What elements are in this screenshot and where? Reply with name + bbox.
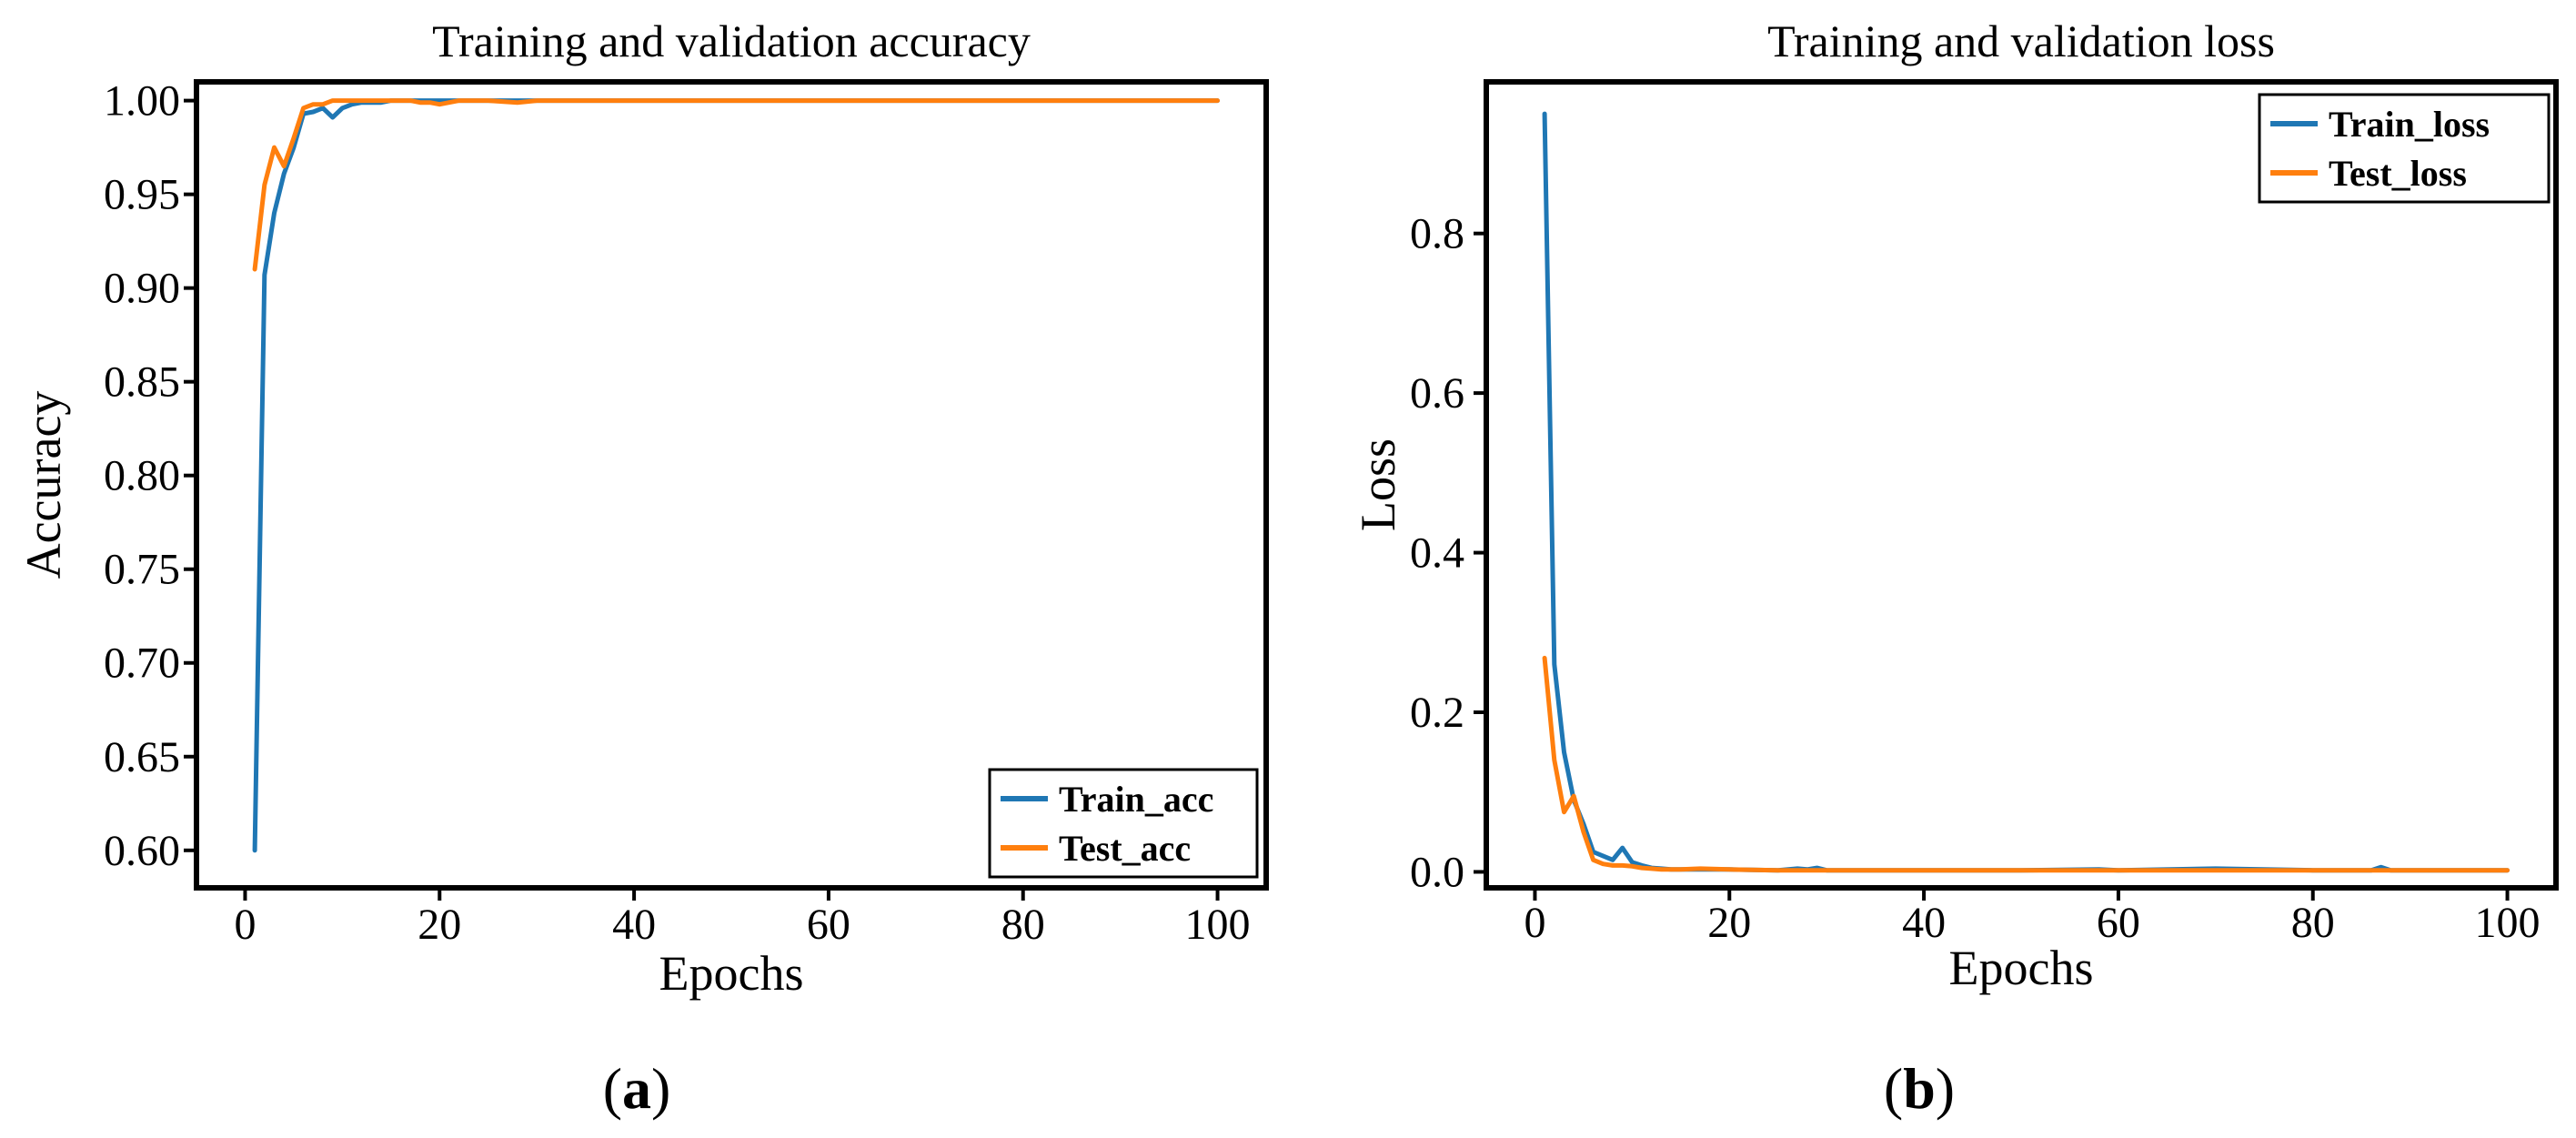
y-tick-label: 0.4 (1410, 529, 1464, 578)
y-tick-label: 0.6 (1410, 369, 1464, 418)
y-tick-label: 1.00 (104, 77, 180, 126)
y-tick-label: 0.95 (104, 171, 180, 219)
x-axis-label: Epochs (659, 946, 804, 1001)
legend-box (988, 768, 1259, 879)
x-tick-label: 0 (1524, 899, 1545, 947)
panel-label: (b) (1884, 1056, 1955, 1121)
plot-frame (1484, 79, 2559, 891)
y-axis-label: Loss (1351, 438, 1405, 531)
chart-title: Training and validation accuracy (432, 15, 1031, 66)
x-tick-label: 20 (418, 901, 461, 949)
x-tick-label: 80 (2291, 899, 2335, 947)
y-axis-label: Accuracy (16, 391, 71, 579)
y-tick-label: 0.60 (104, 827, 180, 875)
panel-label: (a) (603, 1056, 671, 1121)
panel-label-close: ) (1936, 1056, 1955, 1121)
y-tick-label: 0.0 (1410, 848, 1464, 896)
x-tick-label: 20 (1707, 899, 1751, 947)
y-tick-label: 0.8 (1410, 210, 1464, 258)
series-group (1542, 111, 2510, 873)
series-line-test-loss (1542, 655, 2510, 873)
series-group (252, 98, 1220, 853)
plot-frame (194, 79, 1269, 891)
legend-label: Test_acc (1059, 828, 1191, 869)
x-tick-label: 100 (1185, 901, 1251, 949)
legend-label: Train_acc (1059, 779, 1213, 820)
legend-label: Test_loss (2329, 153, 2467, 194)
y-tick-label: 0.90 (104, 265, 180, 313)
legend: Train_acc Test_acc (988, 768, 1259, 879)
y-tick-label: 0.80 (104, 452, 180, 500)
y-tick-label: 0.70 (104, 639, 180, 688)
x-tick-label: 40 (1902, 899, 1946, 947)
panel-label-letter: a (622, 1056, 651, 1121)
x-tick-label: 100 (2475, 899, 2541, 947)
chart-title: Training and validation loss (1767, 15, 2275, 66)
y-tick-label: 0.85 (104, 358, 180, 407)
accuracy-chart: Training and validation accuracy 0 20 40 60 8… (16, 15, 1269, 1121)
legend-box (2258, 93, 2551, 204)
panel-label-open: ( (1884, 1056, 1903, 1121)
x-axis-label: Epochs (1949, 941, 2094, 995)
x-tick-label: 80 (1001, 901, 1045, 949)
x-tick-label: 60 (807, 901, 850, 949)
legend-label: Train_loss (2329, 104, 2490, 145)
panel-label-open: ( (603, 1056, 622, 1121)
panel-label-close: ) (651, 1056, 670, 1121)
y-tick-label: 0.2 (1410, 689, 1464, 737)
x-tick-label: 40 (612, 901, 656, 949)
series-line-test-acc (252, 98, 1220, 272)
y-tick-label: 0.65 (104, 733, 180, 781)
loss-chart: Training and validation loss 0 20 40 60 80 100… (1351, 15, 2559, 1121)
panel-label-letter: b (1903, 1056, 1936, 1121)
x-tick-label: 0 (234, 901, 256, 949)
y-tick-label: 0.75 (104, 546, 180, 594)
legend: Train_loss Test_loss (2258, 93, 2551, 204)
x-tick-label: 60 (2097, 899, 2140, 947)
